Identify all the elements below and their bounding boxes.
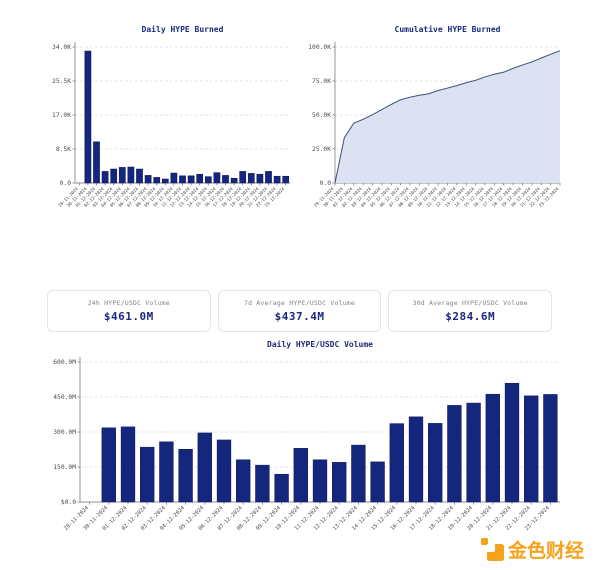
watermark: 金色财经 <box>481 536 584 563</box>
stat-card-7d-average-volume: 7d Average HYPE/USDC Volume $437.4M <box>217 290 382 332</box>
svg-text:Daily HYPE Burned: Daily HYPE Burned <box>142 24 224 34</box>
svg-text:Daily HYPE/USDC Volume: Daily HYPE/USDC Volume <box>267 339 373 349</box>
svg-text:0.0: 0.0 <box>320 180 332 187</box>
stat-card-label: 7d Average HYPE/USDC Volume <box>243 299 356 307</box>
jinse-finance-logo-icon <box>481 538 504 561</box>
svg-text:$0.0: $0.0 <box>61 499 76 506</box>
stat-cards-row: 24h HYPE/USDC Volume $461.0M 7d Average … <box>47 290 553 332</box>
daily-burned-chart: Daily HYPE Burned34.0K25.5K17.0K8.5K0.02… <box>52 24 290 209</box>
stat-card-value: $284.6M <box>445 310 496 323</box>
svg-text:17.0K: 17.0K <box>52 112 71 119</box>
svg-text:25.5K: 25.5K <box>52 78 71 85</box>
daily-volume-chart: Daily HYPE/USDC Volume 600.0M 450.0M 300.0M… <box>53 339 560 532</box>
svg-text:0.0: 0.0 <box>60 180 72 187</box>
svg-text:8.5K: 8.5K <box>56 146 71 153</box>
stat-card-label: 24h HYPE/USDC Volume <box>87 299 170 307</box>
stat-card-value: $461.0M <box>103 310 154 323</box>
stat-card-label: 30d Average HYPE/USDC Volume <box>412 299 528 307</box>
stat-card-value: $437.4M <box>274 310 325 323</box>
svg-text:600.0M: 600.0M <box>53 359 76 366</box>
svg-text:150.0M: 150.0M <box>53 464 76 471</box>
svg-text:34.0K: 34.0K <box>52 44 71 51</box>
svg-text:25.0K: 25.0K <box>312 146 331 153</box>
svg-text:100.0K: 100.0K <box>308 44 331 51</box>
stat-card-24h-volume: 24h HYPE/USDC Volume $461.0M <box>47 290 211 332</box>
svg-text:50.0K: 50.0K <box>312 112 331 119</box>
svg-text:Cumulative HYPE Burned: Cumulative HYPE Burned <box>395 24 501 34</box>
svg-text:300.0M: 300.0M <box>53 429 76 436</box>
cumulative-burned-chart: Cumulative HYPE Burned 100.0K 75.0K 50.0K 25… <box>308 24 560 209</box>
stat-card-30d-average-volume: 30d Average HYPE/USDC Volume $284.6M <box>388 290 553 332</box>
svg-text:75.0K: 75.0K <box>312 78 331 85</box>
svg-text:450.0M: 450.0M <box>53 394 76 401</box>
watermark-text: 金色财经 <box>508 540 585 562</box>
